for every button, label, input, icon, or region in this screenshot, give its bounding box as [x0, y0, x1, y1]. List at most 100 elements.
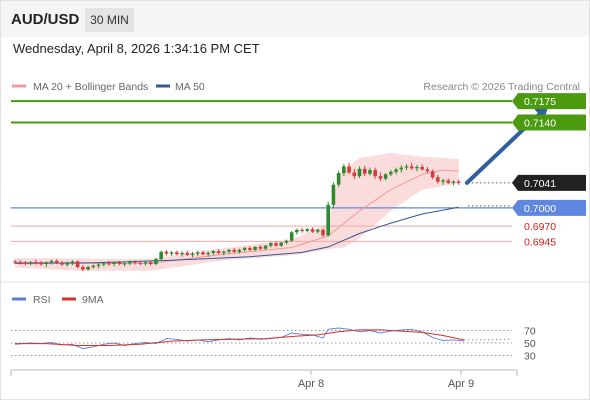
- timeframe-button[interactable]: 30 MIN: [85, 8, 134, 32]
- candle-body: [425, 169, 430, 172]
- rsi-legend-label: RSI: [33, 294, 51, 306]
- candle-body: [195, 252, 200, 254]
- candle-body: [227, 249, 231, 252]
- candle-body: [49, 260, 54, 263]
- candle-body: [216, 251, 221, 253]
- rsi-ma9-projection: [463, 338, 513, 341]
- candle-body: [107, 263, 111, 265]
- candle-body: [451, 181, 456, 183]
- candle-body: [60, 262, 64, 265]
- candle-body: [446, 180, 451, 183]
- candle-body: [23, 262, 28, 264]
- candle-body: [399, 167, 404, 170]
- candle-body: [128, 261, 132, 264]
- ma20-legend-label: MA 20 + Bollinger Bands: [33, 81, 148, 93]
- level-label-0.7175: 0.7175: [524, 96, 556, 108]
- candle-body: [321, 229, 325, 236]
- candle-body: [117, 262, 122, 264]
- chart-header: AUD/USD 30 MIN: [1, 1, 589, 37]
- research-credit: Research © 2026 Trading Central: [423, 81, 580, 93]
- candle-body: [284, 240, 289, 243]
- candle-body: [253, 246, 257, 250]
- candle-body: [201, 252, 205, 255]
- candle-body: [154, 259, 158, 264]
- candlesticks: [13, 162, 461, 272]
- candle-body: [295, 229, 299, 233]
- candle-body: [185, 252, 190, 255]
- legend: MA 20 + Bollinger Bands MA 50 Research ©…: [12, 81, 580, 93]
- candle-body: [263, 245, 268, 249]
- candle-body: [274, 243, 278, 246]
- level-label-0.6970: 0.6970: [524, 221, 556, 233]
- ma50-line: [14, 206, 459, 264]
- candle-body: [404, 166, 409, 168]
- candle-body: [91, 265, 96, 268]
- candle-body: [300, 229, 304, 232]
- candle-body: [409, 166, 414, 169]
- candle-body: [415, 167, 419, 169]
- candle-body: [65, 262, 69, 265]
- candle-body: [331, 184, 336, 205]
- rsi-tick-label: 30: [524, 351, 536, 363]
- candle-body: [222, 251, 226, 253]
- level-label-0.7140: 0.7140: [524, 117, 556, 129]
- candle-body: [81, 267, 85, 270]
- candle-body: [347, 166, 351, 173]
- candle-body: [315, 229, 320, 232]
- candle-body: [190, 253, 195, 255]
- candle-body: [96, 264, 101, 266]
- candle-body: [430, 171, 435, 178]
- candle-body: [310, 229, 315, 232]
- symbol-title: AUD/USD: [11, 11, 80, 28]
- level-label-0.6945: 0.6945: [524, 236, 556, 248]
- rsi-tick-label: 70: [524, 326, 536, 338]
- candle-body: [242, 248, 247, 250]
- candle-body: [326, 204, 330, 236]
- candle-body: [180, 252, 184, 255]
- rsi-legend: RSI 9MA: [12, 294, 104, 306]
- candle-body: [389, 171, 393, 175]
- rsi-ma9-line: [15, 329, 465, 346]
- candle-body: [44, 262, 49, 264]
- candle-body: [352, 172, 357, 177]
- level-tag-0.7140: [512, 114, 586, 131]
- ma50-legend-label: MA 50: [175, 81, 205, 93]
- level-tag-0.7041: [512, 174, 586, 191]
- level-label-0.7041: 0.7041: [524, 178, 556, 190]
- level-label-0.7000: 0.7000: [524, 203, 556, 215]
- ma9-legend-label: 9MA: [82, 294, 104, 306]
- candle-body: [143, 262, 148, 264]
- x-tick-label: Apr 9: [448, 378, 474, 390]
- candle-body: [211, 251, 216, 253]
- chart-datetime: Wednesday, April 8, 2026 1:34:16 PM CET: [13, 41, 260, 56]
- rsi-tick-label: 50: [524, 338, 536, 350]
- x-tick-label: Apr 8: [298, 378, 324, 390]
- x-axis: Apr 8 Apr 9: [10, 369, 518, 390]
- candle-body: [54, 260, 59, 263]
- candle-body: [289, 232, 294, 241]
- candle-body: [248, 248, 252, 250]
- candle-body: [362, 168, 367, 174]
- candle-body: [336, 173, 341, 185]
- candle-body: [112, 262, 116, 264]
- candle-body: [159, 251, 163, 260]
- price-level-labels: 0.7175 0.7140 0.7041 0.7000 0.6970 0.6945: [512, 93, 586, 248]
- candle-body: [420, 167, 424, 170]
- candle-body: [138, 262, 143, 264]
- candle-body: [268, 243, 273, 246]
- candle-body: [164, 251, 169, 254]
- candle-body: [175, 252, 179, 255]
- candle-body: [13, 261, 17, 263]
- candle-body: [70, 261, 75, 263]
- candle-body: [436, 177, 440, 182]
- candle-body: [39, 263, 43, 265]
- level-tag-0.7000: [512, 199, 586, 216]
- candle-body: [258, 246, 263, 249]
- candle-body: [232, 249, 237, 252]
- candle-body: [133, 261, 137, 263]
- price-levels: [11, 100, 512, 242]
- candle-body: [122, 263, 127, 265]
- candle-body: [368, 170, 372, 174]
